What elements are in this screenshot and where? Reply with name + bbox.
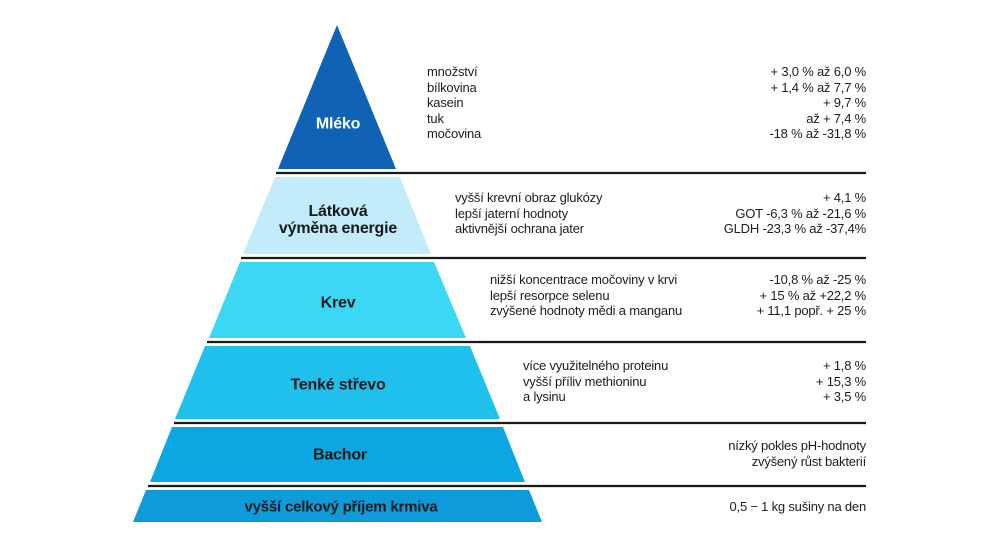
level-shape-krev: [209, 262, 466, 338]
level-desc-mleko: množství bílkovina kasein tuk močovina: [427, 64, 481, 142]
desc-line: aktivnější ochrana jater: [455, 221, 584, 236]
desc-line: více využitelného proteinu: [523, 358, 669, 373]
value-line: -18 % až -31,8 %: [769, 126, 866, 141]
level-label-base: vyšší celkový příjem krmiva: [244, 498, 438, 516]
value-line: 0,5 − 1 kg sušiny na den: [729, 499, 867, 514]
level-shape-latkova-vymena-energie: [243, 177, 431, 254]
value-line: až + 7,4 %: [806, 110, 866, 126]
desc-line: vyšší krevní obraz glukózy: [455, 190, 603, 205]
level-desc-tenke-strevo: více využitelného proteinu vyšší příliv …: [523, 358, 668, 405]
desc-line: močovina: [427, 126, 482, 141]
value-line: + 4,1 %: [822, 190, 866, 205]
level-values-tenke-strevo: + 1,8 % + 15,3 % + 3,5 %: [816, 358, 866, 405]
desc-line: lepší jaterní hodnoty: [455, 205, 568, 221]
value-line: + 11,1 popř. + 25 %: [756, 303, 867, 318]
level-label-tenke-strevo: Tenké střevo: [290, 376, 386, 394]
value-line: + 3,5 %: [822, 389, 866, 404]
level-values-latkova-vymena-energie: + 4,1 % GOT -6,3 % až -21,6 % GLDH -23,3…: [724, 190, 866, 237]
desc-line: kasein: [427, 95, 464, 110]
value-line: + 15 % až +22,2 %: [759, 287, 867, 303]
level-values-mleko: + 3,0 % až 6,0 % + 1,4 % až 7,7 % + 9,7 …: [769, 64, 866, 142]
level-values-base: 0,5 − 1 kg sušiny na den: [730, 499, 867, 515]
level-label-krev: Krev: [320, 294, 356, 312]
value-line: + 9,7 %: [822, 95, 866, 110]
value-line: -10,8 % až -25 %: [769, 272, 866, 287]
desc-line: a lysinu: [523, 389, 566, 404]
value-line: + 1,8 %: [822, 358, 866, 373]
level-label-bachor: Bachor: [313, 446, 367, 464]
value-line: GOT -6,3 % až -21,6 %: [735, 205, 866, 221]
level-shape-base: [133, 490, 542, 522]
desc-line: zvýšené hodnoty mědi a manganu: [490, 303, 683, 318]
level-shape-bachor: [150, 427, 525, 482]
desc-line: množství: [427, 64, 478, 79]
level-desc-krev: nižší koncentrace močoviny v krvi lepší …: [490, 272, 682, 319]
desc-line: vyšší příliv methioninu: [523, 373, 647, 389]
value-line: GLDH -23,3 % až -37,4%: [723, 221, 866, 236]
level-desc-latkova-vymena-energie: vyšší krevní obraz glukózy lepší jaterní…: [455, 190, 602, 237]
level-label-mleko: Mléko: [315, 115, 361, 133]
desc-line: bílkovina: [427, 79, 477, 95]
desc-line: nižší koncentrace močoviny v krvi: [490, 272, 678, 287]
value-line: zvýšený růst bakterií: [751, 453, 866, 469]
desc-line: lepší resorpce selenu: [490, 287, 610, 303]
level-values-krev: -10,8 % až -25 % + 15 % až +22,2 % + 11,…: [756, 272, 867, 319]
level-shape-mleko: [278, 25, 396, 169]
level-values-bachor: nízký pokles pH-hodnoty zvýšený růst bak…: [728, 438, 866, 469]
desc-line: tuk: [427, 110, 444, 126]
value-line: nízký pokles pH-hodnoty: [728, 438, 866, 453]
level-shape-tenke-strevo: [175, 346, 500, 419]
value-line: + 1,4 % až 7,7 %: [770, 79, 867, 95]
value-line: + 15,3 %: [815, 373, 866, 389]
value-line: + 3,0 % až 6,0 %: [770, 64, 867, 79]
level-label-latkova-vymena-energie: Látková výměna energie: [278, 203, 398, 237]
